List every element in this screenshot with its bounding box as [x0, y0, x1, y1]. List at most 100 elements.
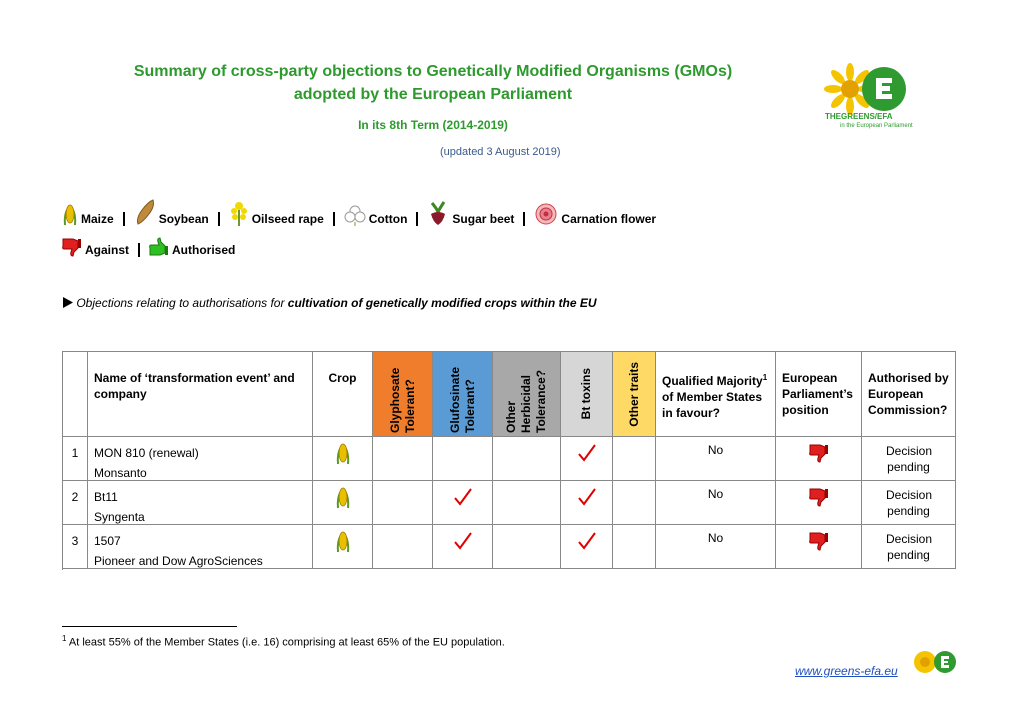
- cell: [613, 525, 656, 569]
- cell: No: [656, 481, 776, 525]
- row-number: 1: [71, 446, 79, 460]
- cell: [493, 437, 561, 481]
- maize-icon: [63, 204, 77, 226]
- crop-legend-item: Oilseed rape: [229, 200, 324, 226]
- cell: 3: [63, 525, 88, 569]
- footer-logo: [914, 651, 956, 673]
- header-cell: Other Herbicidal Tolerance?: [493, 352, 561, 437]
- cell: [373, 437, 433, 481]
- cell: [493, 481, 561, 525]
- crop-name: Oilseed rape: [251, 212, 324, 226]
- thumbs-down-icon: [808, 532, 828, 551]
- carnation-icon: [535, 203, 557, 225]
- header-authorised: Authorised by European Commission?: [868, 371, 949, 417]
- check-icon: [577, 444, 596, 462]
- cell: [561, 481, 613, 525]
- separator: [138, 243, 141, 257]
- check-icon: [453, 488, 472, 506]
- header-trait: Other traits: [626, 361, 641, 427]
- position-legend: Against Authorised: [62, 237, 235, 257]
- term: In its 8th Term (2014-2019): [358, 118, 508, 132]
- thumbs-down-icon: [62, 238, 81, 257]
- maize-icon: [336, 531, 349, 553]
- header-majority-rest: of Member States in favour?: [662, 390, 763, 420]
- cell: [776, 525, 862, 569]
- thumbs-down-icon: [808, 488, 828, 507]
- thumbs-down-icon: [808, 444, 828, 463]
- row-number: 3: [71, 534, 79, 548]
- header-cell: Authorised by European Commission?: [862, 352, 956, 437]
- header-ep: European Parliament’s position: [782, 371, 853, 417]
- footnote-ref: 1: [762, 373, 768, 382]
- thumbs-up-icon: [149, 237, 169, 256]
- event-name: 1507: [94, 534, 121, 548]
- position-name: Authorised: [172, 243, 236, 257]
- crop-name: Soybean: [158, 212, 209, 226]
- cell: 2: [63, 481, 88, 525]
- footnote-number: 1: [62, 634, 67, 643]
- title-line-2: adopted by the European Parliament: [293, 86, 573, 103]
- section-emphasis: cultivation of genetically modified crop…: [287, 296, 597, 310]
- logo: THEGREENS/EFA in the European Parliament: [824, 63, 913, 129]
- cell: Decision pending: [862, 525, 956, 569]
- header-cell: Bt toxins: [561, 352, 613, 437]
- crop-icon: [319, 487, 366, 515]
- section-heading: Objections relating to authorisations fo…: [62, 296, 597, 310]
- header-cell: Name of ‘transformation event’ and compa…: [88, 352, 313, 437]
- cell: 1507 Pioneer and Dow AgroSciences: [88, 525, 313, 569]
- cell: No: [656, 437, 776, 481]
- cell: [313, 437, 373, 481]
- cell: Decision pending: [862, 437, 956, 481]
- crop-legend-item: Soybean: [134, 198, 209, 226]
- footnote-rule: [62, 626, 237, 627]
- event-name: MON 810 (renewal): [94, 446, 199, 460]
- separator: [122, 212, 125, 226]
- cell: MON 810 (renewal) Monsanto: [88, 437, 313, 481]
- check-icon: [453, 532, 472, 550]
- separator: [332, 212, 335, 226]
- footnote: 1 At least 55% of the Member States (i.e…: [62, 634, 505, 649]
- majority: No: [707, 487, 724, 501]
- logo-sub: in the European Parliament: [840, 123, 913, 129]
- footnote-text: At least 55% of the Member States (i.e. …: [68, 636, 505, 649]
- header-name: Name of ‘transformation event’ and compa…: [94, 371, 295, 401]
- crop-name: Cotton: [368, 212, 408, 226]
- crop-legend: Maize Soybean Oilseed rape Cotton Sugar beet…: [62, 198, 656, 226]
- authorised: Decision pending: [886, 532, 933, 562]
- updated: (updated 3 August 2019): [440, 146, 561, 158]
- table: Name of ‘transformation event’ and compa…: [62, 351, 956, 570]
- cell: 1: [63, 437, 88, 481]
- cell: [561, 525, 613, 569]
- header-cell: European Parliament’s position: [776, 352, 862, 437]
- crop-icon: [319, 531, 366, 559]
- check: [567, 531, 606, 557]
- cell: [433, 481, 493, 525]
- website-link[interactable]: www.greens-efa.eu: [795, 664, 898, 678]
- header-cell: Other traits: [613, 352, 656, 437]
- logo-name: THEGREENS/EFA: [825, 112, 893, 121]
- position-name: Against: [85, 243, 130, 257]
- company: Pioneer and Dow AgroSciences: [94, 554, 263, 568]
- cell: [613, 437, 656, 481]
- cell: Decision pending: [862, 481, 956, 525]
- separator: [416, 212, 419, 226]
- cell: [613, 481, 656, 525]
- header-trait: Glyphosate Tolerant?: [387, 367, 417, 433]
- cell: [373, 481, 433, 525]
- check-icon: [577, 532, 596, 550]
- crop-legend-item: Carnation flower: [534, 202, 656, 226]
- oilseed-rape-icon: [230, 202, 247, 226]
- section-prefix: Objections relating to authorisations fo…: [76, 296, 288, 310]
- ep-position: [782, 487, 855, 513]
- title-line-1: Summary of cross-party objections to Gen…: [133, 63, 733, 80]
- cell: [776, 437, 862, 481]
- company: Syngenta: [94, 510, 145, 524]
- header-cell: [63, 352, 88, 437]
- sugar-beet-icon: [431, 201, 446, 225]
- header-trait: Other Herbicidal Tolerance?: [504, 369, 548, 433]
- cell: [776, 481, 862, 525]
- cell: [373, 525, 433, 569]
- majority: No: [707, 531, 724, 545]
- header-crop: Crop: [328, 371, 357, 385]
